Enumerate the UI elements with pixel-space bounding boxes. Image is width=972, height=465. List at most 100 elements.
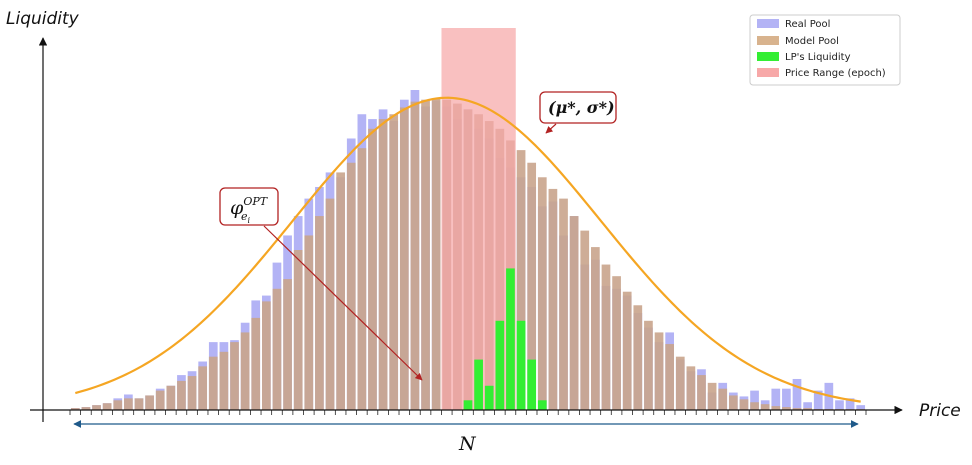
lp-liquidity-bars [463,268,547,410]
model-pool-bar [357,148,367,410]
model-pool-bar [230,342,239,410]
x-axis-ticks [69,410,867,415]
model-pool-bar [219,351,229,410]
model-pool-bar [633,305,643,410]
legend-swatch-model-pool [757,36,779,45]
model-pool-bar [293,250,303,410]
model-pool-bar [378,119,388,410]
model-pool-bar [389,114,399,411]
real-pool-bar [750,390,759,410]
real-pool-bar [771,388,781,410]
model-pool-bar [665,344,674,410]
phi-opt-callout-box [219,187,279,226]
phi-opt-subscript-e: e [241,210,248,223]
model-pool-bar [644,320,653,410]
model-pool-bar [760,404,770,410]
model-pool-bar [81,407,91,410]
model-pool-bar [198,366,208,410]
legend-swatch-price-range [757,68,779,77]
model-pool-bar [601,264,611,410]
model-pool-bar [537,177,547,410]
model-pool-bar [803,408,812,410]
lp-liquidity-bar [516,320,526,410]
lp-liquidity-bar [506,268,515,410]
mu-sigma-label: (μ*, σ*) [548,98,615,117]
lp-liquidity-bar [463,400,473,410]
model-pool-bar [750,402,759,410]
real-pool-bar [813,390,823,410]
model-pool-bar [155,390,165,410]
phi-opt-annotation: φOPT ei [219,187,423,381]
real-pool-bar [782,388,791,410]
lp-liquidity-bar [537,400,547,410]
model-pool-bar [166,385,176,410]
model-pool-bar [145,395,154,410]
model-pool-bar [92,405,101,410]
x-axis-title: Price [919,401,961,421]
lp-liquidity-bar [484,385,494,410]
model-pool-bar [124,398,133,410]
model-pool-bar [70,408,80,410]
lp-liquidity-bar [474,359,483,410]
model-pool-bar [304,235,314,410]
legend-label-real-pool: Real Pool [785,19,830,30]
y-axis-title: Liquidity [6,9,80,29]
model-pool-bar [325,198,335,410]
model-pool-bar [718,388,728,410]
model-pool-bar [177,380,186,410]
model-pool-bar [622,291,632,410]
model-pool-bar [612,276,621,410]
model-pool-bar [421,99,430,410]
model-pool-bar [527,162,537,410]
phi-opt-superscript: OPT [243,195,268,208]
model-pool-bar [346,162,356,410]
model-pool-bar [251,317,261,410]
model-pool-bar [548,188,558,410]
model-pool-bar [707,382,717,410]
model-pool-bar [208,356,218,410]
model-pool-bar [315,216,324,410]
model-pool-bar [272,288,282,410]
legend-frame [749,14,901,86]
model-pool-bar [134,398,144,410]
real-pool-bar [856,405,866,410]
phi-opt-subscript: ei [241,210,251,225]
mu-sigma-callout-box [539,91,617,124]
real-pool-bar [803,402,812,410]
model-pool-bar [102,403,112,410]
model-pool-bar [739,399,749,410]
model-pool-bar [792,408,802,410]
model-pool-bar [262,301,271,410]
lp-liquidity-bar [527,359,537,410]
model-pool-bar [686,366,696,410]
model-pool-bar [368,128,377,411]
model-pool-bar [516,150,526,410]
phi-opt-label: φOPT [230,195,269,219]
legend-swatch-lp-liquidity [757,52,779,61]
legend: Real Pool Model Pool LP's Liquidity Pric… [749,14,901,86]
real-pool-bar [835,400,844,410]
phi-opt-symbol: φ [230,197,244,219]
phi-opt-subscript-i: i [248,216,251,225]
mu-sigma-annotation: (μ*, σ*) [539,91,617,134]
real-pool-bar [845,398,855,410]
legend-label-price-range: Price Range (epoch) [785,68,886,79]
model-pool-bar [728,395,738,410]
n-label: N [458,433,477,455]
mu-sigma-arrow [545,123,557,134]
model-pool-bar [399,107,409,410]
model-pool-bar [654,332,664,410]
legend-label-model-pool: Model Pool [785,36,839,47]
model-pool-bar [559,198,568,410]
lp-liquidity-bar [495,320,505,410]
model-pool-bar [240,332,250,410]
model-pool-fit-curve [75,96,861,403]
model-pool-bar [782,407,791,410]
real-pool-bar [792,378,802,410]
model-pool-bar [580,230,590,410]
legend-swatch-real-pool [757,19,779,28]
model-pool-bar [675,356,685,410]
phi-opt-arrow [263,225,423,381]
model-pool-bar [697,375,706,410]
